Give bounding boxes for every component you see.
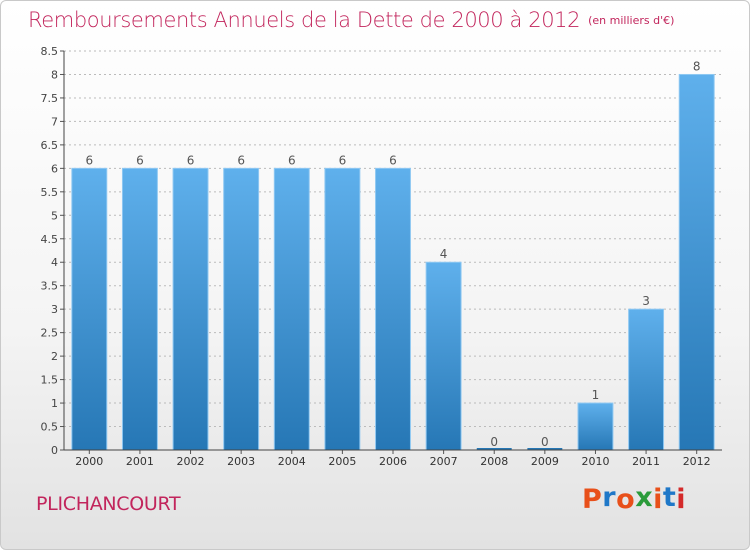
bar <box>223 167 260 451</box>
data-label: 6 <box>389 153 397 167</box>
y-tick-label: 6.5 <box>41 139 59 152</box>
y-tick-label: 5.5 <box>41 186 59 199</box>
data-label: 0 <box>541 435 549 449</box>
bar <box>577 402 614 451</box>
x-tick-label: 2009 <box>531 455 559 468</box>
y-tick-label: 4 <box>51 256 58 269</box>
logo-letter: r <box>602 482 617 513</box>
y-axis: 0 0.5 1 1.5 2 2.5 3 3.5 4 4.5 5 5.5 6 6.5 7 7.5 8 8.5 <box>41 45 65 457</box>
logo-letter: x <box>635 482 654 513</box>
bar <box>121 167 158 451</box>
bar <box>324 167 361 451</box>
bars: 6 6 6 6 6 6 6 4 0 0 1 3 8 <box>71 59 715 451</box>
logo-letter: i <box>653 484 663 515</box>
data-label: 6 <box>187 153 195 167</box>
x-tick-label: 2005 <box>328 455 356 468</box>
data-label: 8 <box>693 59 701 73</box>
y-tick-label: 0 <box>51 444 58 457</box>
y-tick-label: 8 <box>51 68 58 81</box>
y-tick-label: 3.5 <box>41 280 59 293</box>
chart-unit: (en milliers d'€) <box>588 14 675 27</box>
data-label: 4 <box>440 247 448 261</box>
logo-letter: i <box>676 484 687 515</box>
data-label: 6 <box>237 153 245 167</box>
x-tick-label: 2006 <box>379 455 407 468</box>
y-tick-label: 3 <box>51 303 58 316</box>
y-tick-label: 2.5 <box>41 327 59 340</box>
y-tick-label: 4.5 <box>41 233 59 246</box>
y-tick-label: 7 <box>51 115 58 128</box>
data-label: 3 <box>642 294 650 308</box>
logo-letter: o <box>616 484 636 515</box>
x-tick-label: 2011 <box>632 455 660 468</box>
y-tick-label: 8.5 <box>41 45 59 58</box>
x-tick-label: 2001 <box>126 455 154 468</box>
data-label: 6 <box>288 153 296 167</box>
bar <box>71 167 108 451</box>
data-label: 0 <box>490 435 498 449</box>
commune-name: PLICHANCOURT <box>36 493 181 515</box>
y-tick-label: 1.5 <box>41 374 59 387</box>
data-label: 1 <box>592 388 600 402</box>
data-label: 6 <box>85 153 93 167</box>
bar <box>678 73 715 451</box>
x-tick-label: 2004 <box>278 455 306 468</box>
chart-title: Remboursements Annuels de la Dette de 20… <box>28 8 581 32</box>
y-tick-label: 0.5 <box>41 421 59 434</box>
data-label: 6 <box>136 153 144 167</box>
bar <box>273 167 310 451</box>
x-tick-label: 2008 <box>480 455 508 468</box>
x-tick-label: 2002 <box>177 455 205 468</box>
x-tick-label: 2007 <box>430 455 458 468</box>
x-tick-label: 2012 <box>683 455 711 468</box>
bar <box>375 167 411 451</box>
y-tick-label: 2 <box>51 350 58 363</box>
logo-letter: P <box>582 484 603 515</box>
x-tick-label: 2010 <box>581 455 609 468</box>
chart-header: Remboursements Annuels de la Dette de 20… <box>28 8 674 32</box>
x-tick-label: 2000 <box>75 455 103 468</box>
data-label: 6 <box>339 153 347 167</box>
y-tick-label: 6 <box>51 162 58 175</box>
logo-letter: t <box>662 482 677 513</box>
proxiti-logo: Proxiti <box>582 482 687 515</box>
y-tick-label: 5 <box>51 209 58 222</box>
bar <box>425 261 462 451</box>
y-tick-label: 1 <box>51 397 58 410</box>
y-tick-label: 7.5 <box>41 92 59 105</box>
x-axis: 2000 2001 2002 2003 2004 2005 2006 2007 2008 2009… <box>64 449 722 468</box>
x-tick-label: 2003 <box>227 455 255 468</box>
bar <box>172 167 209 451</box>
bar <box>628 308 665 451</box>
